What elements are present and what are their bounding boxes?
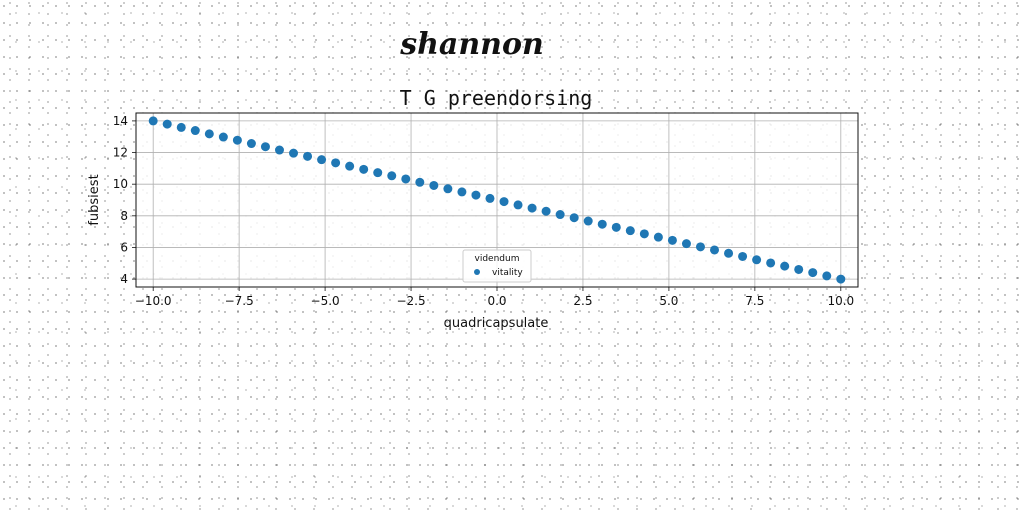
y-tick-label: 10 <box>113 177 128 191</box>
data-point-vitality <box>667 235 677 245</box>
data-point-vitality <box>611 222 621 232</box>
data-point-vitality <box>695 242 705 252</box>
y-tick-label: 12 <box>113 146 128 160</box>
legend-title: videndum <box>475 254 520 264</box>
data-point-vitality <box>836 274 846 284</box>
data-point-vitality <box>274 145 284 155</box>
axes-frame <box>135 112 859 288</box>
data-point-vitality <box>457 187 467 197</box>
data-point-vitality <box>555 210 565 220</box>
data-point-vitality <box>794 264 804 274</box>
x-tick-label: 7.5 <box>745 294 764 308</box>
data-point-vitality <box>401 174 411 184</box>
x-axis-ticks: −10.0 −7.5 −5.0 −2.5 0.0 2.5 5.0 7.5 10.0 <box>135 287 854 308</box>
data-point-vitality <box>499 197 509 207</box>
data-point-vitality <box>808 268 818 278</box>
x-tick-label: 10.0 <box>827 294 854 308</box>
data-point-vitality <box>162 119 172 129</box>
data-point-vitality <box>232 135 242 145</box>
x-tick-label: −7.5 <box>225 294 254 308</box>
data-point-vitality <box>246 139 256 149</box>
data-point-vitality <box>639 229 649 239</box>
y-tick-label: 14 <box>113 114 128 128</box>
data-point-vitality <box>527 203 537 213</box>
data-point-vitality <box>513 200 523 210</box>
data-point-vitality <box>373 168 383 178</box>
data-point-vitality <box>625 226 635 236</box>
legend: videndum vitality <box>462 249 532 283</box>
chart-title: T G preendorsing <box>400 86 593 110</box>
plot-frame <box>135 112 859 288</box>
data-point-vitality <box>541 206 551 216</box>
data-point-vitality <box>471 190 481 200</box>
x-axis-label: quadricapsulate <box>444 316 549 331</box>
data-point-vitality <box>443 184 453 194</box>
data-point-vitality <box>345 161 355 171</box>
legend-box <box>462 249 532 283</box>
x-tick-label: 5.0 <box>659 294 678 308</box>
data-point-vitality <box>653 232 663 242</box>
data-point-vitality <box>766 258 776 268</box>
data-point-vitality <box>485 193 495 203</box>
data-point-vitality <box>303 151 313 161</box>
x-tick-label: 2.5 <box>573 294 592 308</box>
legend-label-vitality: vitality <box>492 268 523 278</box>
y-axis-ticks: 4 6 8 10 12 14 <box>113 114 136 286</box>
data-point-vitality <box>822 271 832 281</box>
y-tick-label: 8 <box>120 209 128 223</box>
data-point-vitality <box>148 116 158 126</box>
data-point-vitality <box>218 132 228 142</box>
signature: shannon <box>399 27 544 62</box>
legend-marker-vitality <box>474 269 480 275</box>
data-point-vitality <box>260 142 270 152</box>
data-point-vitality <box>204 129 214 139</box>
data-point-vitality <box>780 261 790 271</box>
y-tick-label: 6 <box>120 240 128 254</box>
data-point-vitality <box>569 213 579 223</box>
data-point-vitality <box>289 148 299 158</box>
data-point-vitality <box>415 177 425 187</box>
data-point-vitality <box>597 219 607 229</box>
data-point-vitality <box>752 255 762 265</box>
x-tick-label: −5.0 <box>311 294 340 308</box>
data-point-vitality <box>710 245 720 255</box>
data-point-vitality <box>331 158 341 168</box>
data-point-vitality <box>724 248 734 258</box>
data-point-vitality <box>681 239 691 249</box>
x-tick-label: 0.0 <box>487 294 506 308</box>
data-point-vitality <box>317 155 327 165</box>
y-axis-label: fubsiest <box>87 174 102 225</box>
data-point-vitality <box>583 216 593 226</box>
data-point-vitality <box>359 164 369 174</box>
data-point-vitality <box>738 251 748 261</box>
y-tick-label: 4 <box>120 272 128 286</box>
data-point-vitality <box>429 180 439 190</box>
x-tick-label: −2.5 <box>396 294 425 308</box>
data-point-vitality <box>387 171 397 181</box>
scatter-points <box>148 116 846 284</box>
x-tick-label: −10.0 <box>135 294 172 308</box>
data-point-vitality <box>176 122 186 132</box>
data-point-vitality <box>190 126 200 136</box>
